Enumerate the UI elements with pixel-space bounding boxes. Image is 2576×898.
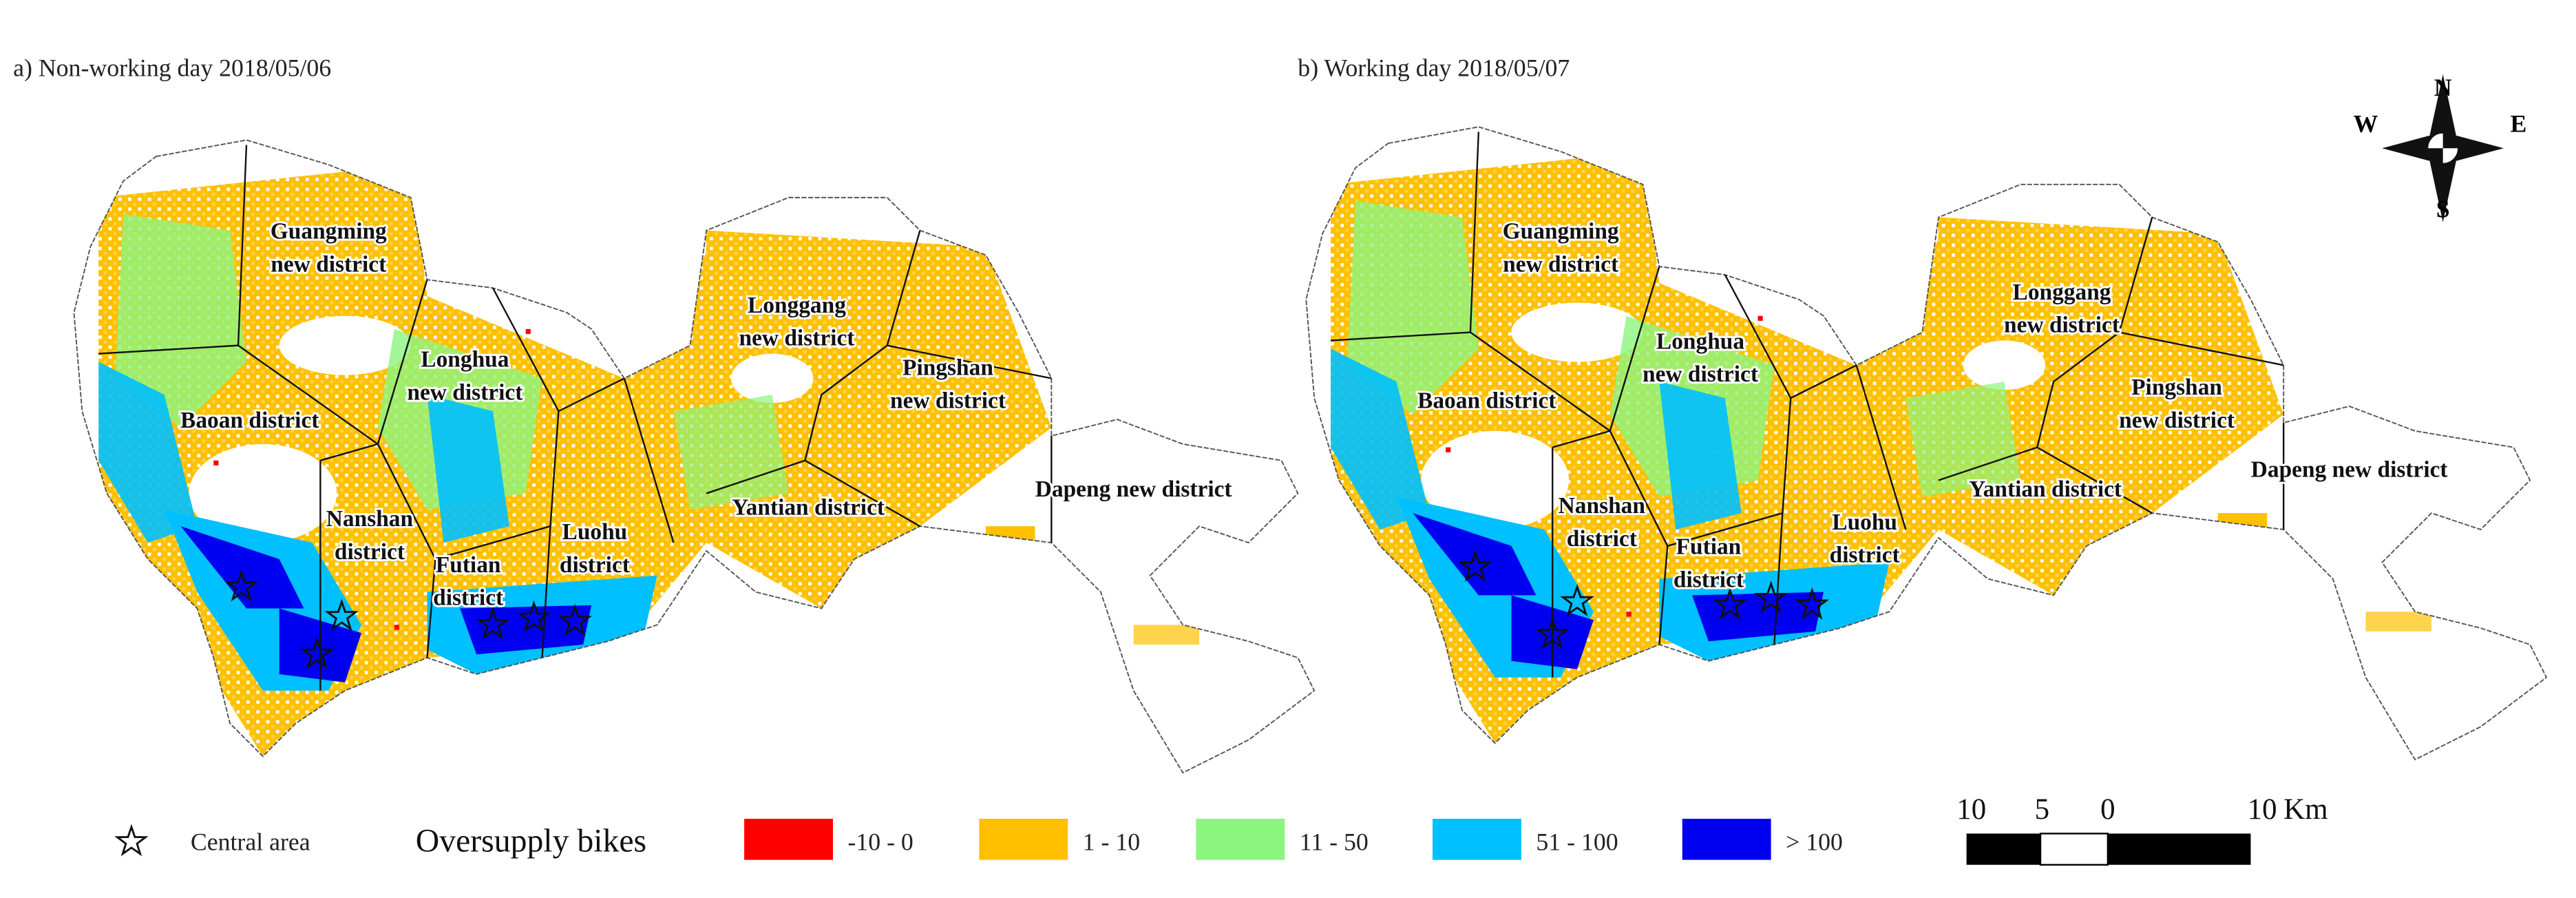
district-label: new district xyxy=(890,388,1006,413)
legend-label: > 100 xyxy=(1786,828,1843,855)
district-label: Nanshan xyxy=(1559,493,1646,519)
scale-label: 5 xyxy=(2035,793,2049,826)
district-label: district xyxy=(1674,567,1744,592)
compass-east: E xyxy=(2511,109,2527,137)
district-label: Yantian district xyxy=(732,494,885,520)
panel-title: a) Non-working day 2018/05/06 xyxy=(13,54,331,81)
legend-central-area: Central area xyxy=(191,828,310,855)
district-label: new district xyxy=(271,251,386,277)
district-label: new district xyxy=(2119,408,2235,433)
district-label: Futian xyxy=(1676,534,1742,560)
district-label: district xyxy=(1830,543,1900,568)
scale-label: 10 xyxy=(1956,793,1986,826)
map-panel-b xyxy=(1298,118,2563,776)
compass: N S W E xyxy=(2354,74,2527,223)
district-label: district xyxy=(1567,526,1637,552)
district-label: Futian xyxy=(436,552,501,578)
district-label: district xyxy=(335,539,405,565)
district-label: district xyxy=(560,552,630,578)
district-label: Yantian district xyxy=(1969,477,2122,502)
district-label: district xyxy=(433,585,503,611)
legend-swatch xyxy=(744,818,833,860)
district-labels: Guangming new district Longhua new district… xyxy=(1415,217,2449,595)
district-label: Dapeng new district xyxy=(2251,457,2448,483)
scale-segment xyxy=(1966,833,2041,865)
district-label: Luohu xyxy=(562,519,628,545)
district-label: new district xyxy=(739,326,854,351)
legend-star xyxy=(116,826,147,855)
legend-title: Oversupply bikes xyxy=(416,823,646,859)
legend-swatch xyxy=(1196,818,1285,860)
district-labels: Guangming new district Longhua new district… xyxy=(178,217,1234,613)
district-label: new district xyxy=(407,379,522,405)
district-label: new district xyxy=(2004,313,2120,338)
district-label: new district xyxy=(1643,362,1758,387)
compass-needle xyxy=(2429,148,2456,222)
district-label: Dapeng new district xyxy=(1035,477,1232,502)
panel-title: b) Working day 2018/05/07 xyxy=(1298,54,1570,81)
legend-label: -10 - 0 xyxy=(847,828,913,855)
compass-north: N xyxy=(2434,74,2452,101)
district-label: Guangming xyxy=(271,219,387,244)
legend-label: 51 - 100 xyxy=(1536,828,1618,855)
legend-label: 1 - 10 xyxy=(1083,828,1140,855)
scale-label: 0 xyxy=(2100,793,2115,826)
district-label: Pingshan xyxy=(902,355,993,381)
legend-swatch xyxy=(1682,818,1771,860)
district-label: Guangming xyxy=(1503,219,1619,244)
legend: Central area Oversupply bikes -10 - 0 1 -… xyxy=(116,818,1843,860)
district-label: Longgang xyxy=(748,293,846,318)
scale-unit: Km xyxy=(2283,793,2327,826)
scale-segment xyxy=(2039,833,2109,866)
district-label: Baoan district xyxy=(1417,388,1556,413)
compass-fill xyxy=(2426,132,2460,165)
compass-south: S xyxy=(2436,196,2450,223)
legend-swatch xyxy=(1433,818,1521,860)
legend-label: 11 - 50 xyxy=(1300,828,1369,855)
compass-needle xyxy=(2429,74,2456,149)
scale-segment xyxy=(2107,833,2251,865)
district-label: new district xyxy=(1503,251,1618,277)
map-panel-a xyxy=(65,132,1331,789)
scale-bar: 10 5 0 10 Km xyxy=(1956,793,2328,866)
district-label: Nanshan xyxy=(326,506,414,532)
district-label: Longhua xyxy=(421,347,509,373)
district-label: Longhua xyxy=(1656,328,1744,354)
scale-label: 10 xyxy=(2248,793,2277,826)
district-label: Longgang xyxy=(2013,280,2111,305)
district-label: Pingshan xyxy=(2131,375,2222,400)
compass-west: W xyxy=(2354,109,2378,137)
district-label: Baoan district xyxy=(180,408,319,433)
legend-swatch xyxy=(979,818,1068,860)
district-label: Luohu xyxy=(1832,510,1897,535)
